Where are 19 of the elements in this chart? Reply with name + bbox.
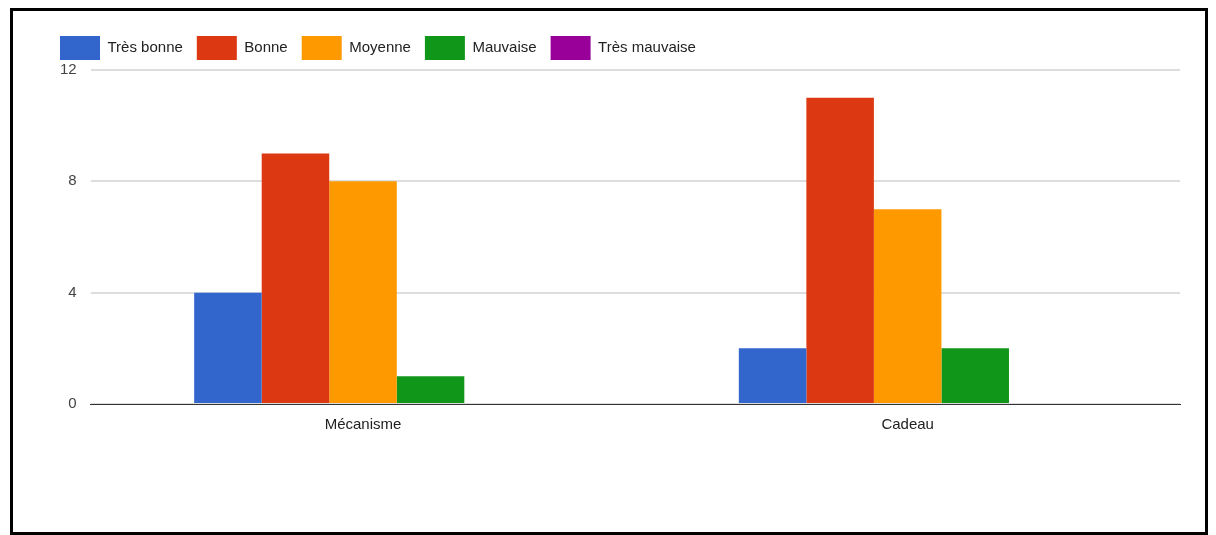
x-tick-label: Cadeau (881, 415, 934, 433)
bar (261, 153, 330, 403)
y-tick-label: 8 (68, 171, 77, 189)
legend-label: Moyenne (349, 38, 411, 56)
y-tick-label: 12 (60, 60, 77, 78)
bar (329, 181, 397, 403)
bar (873, 209, 942, 403)
y-tick-label: 4 (68, 282, 77, 300)
bar (738, 348, 807, 403)
bar (806, 97, 874, 403)
legend-label: Très mauvaise (598, 38, 696, 56)
bar (396, 376, 465, 403)
bar (194, 292, 262, 403)
legend-label: Bonne (244, 38, 288, 56)
x-tick-label: Mécanisme (324, 415, 402, 433)
legend-label: Très bonne (107, 38, 183, 56)
bar (941, 348, 1009, 403)
legend-label: Mauvaise (472, 38, 537, 56)
y-tick-label: 0 (68, 394, 77, 412)
